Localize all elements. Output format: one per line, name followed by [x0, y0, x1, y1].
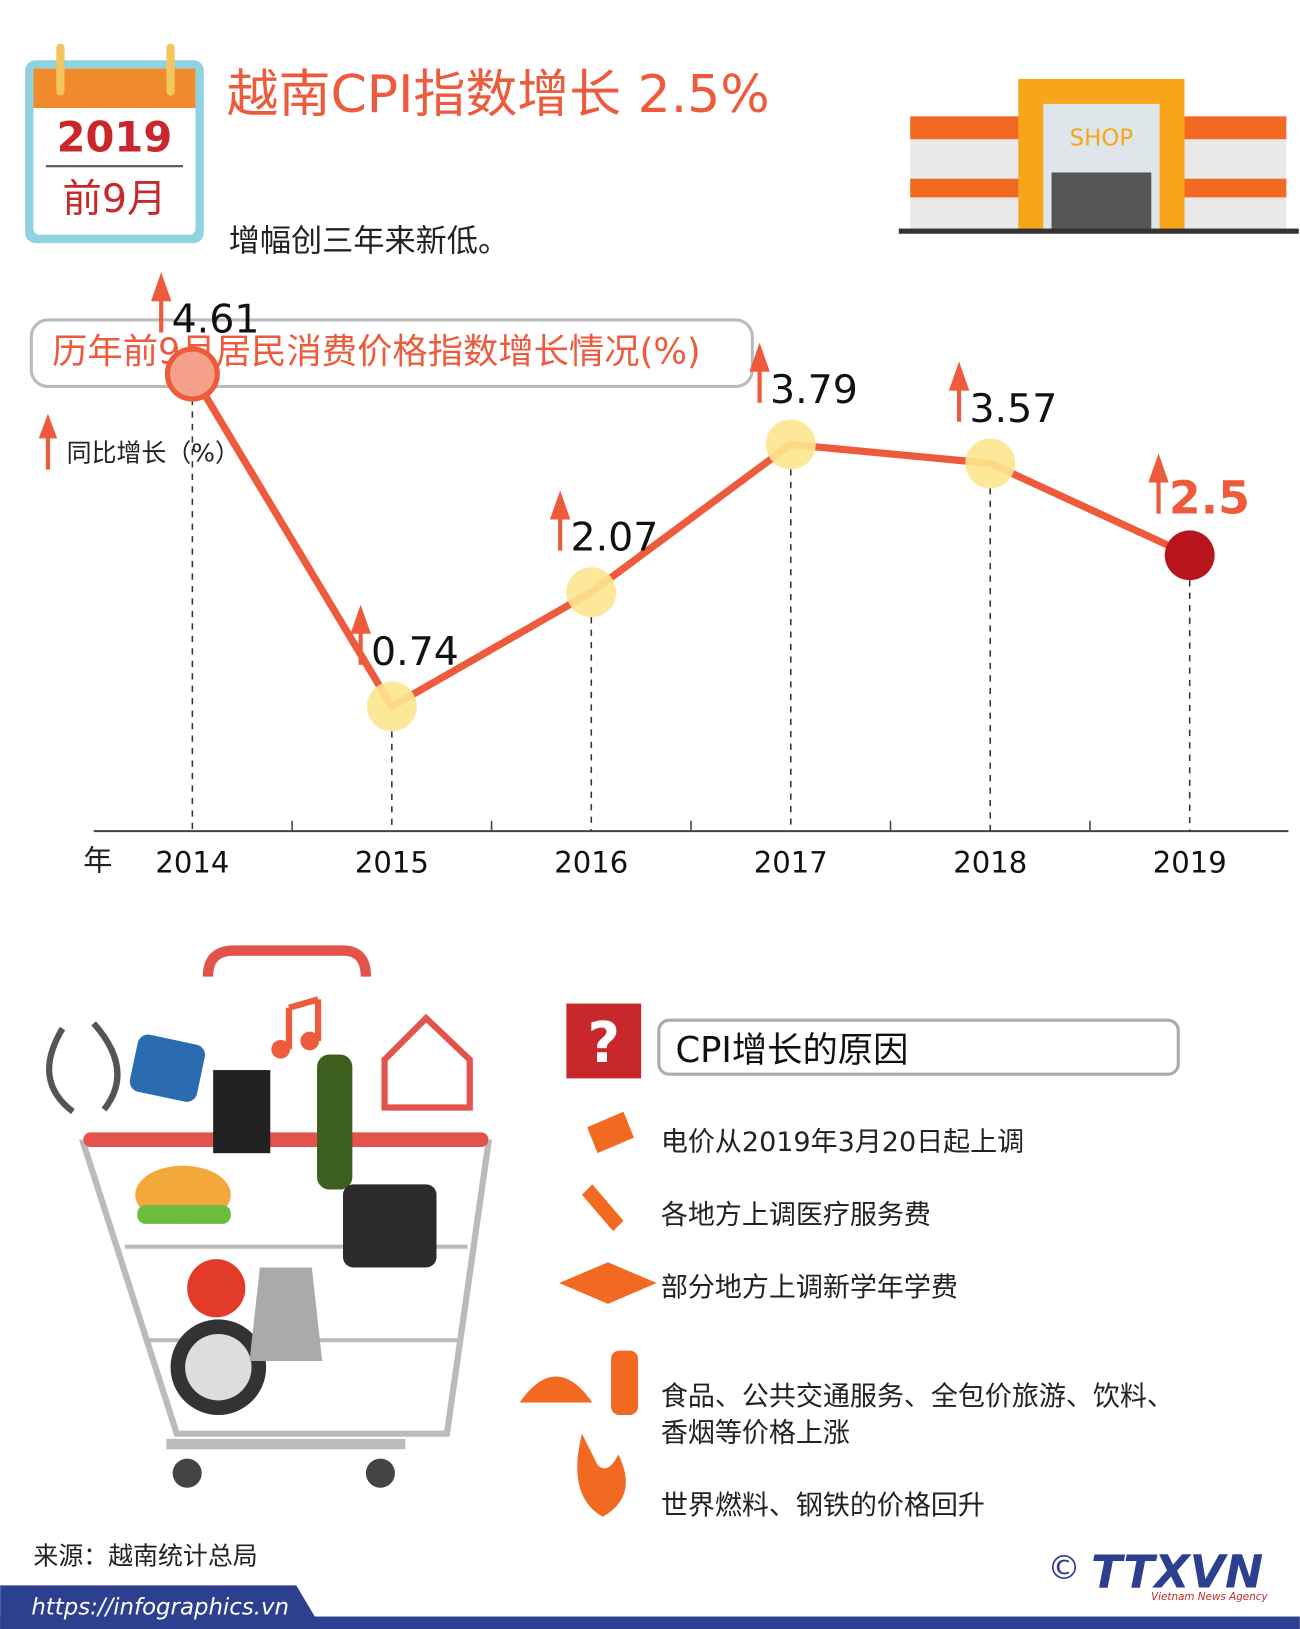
calendar-ring — [166, 43, 175, 96]
reason-icon — [577, 1433, 626, 1517]
value-arrow — [549, 490, 571, 551]
reason-text: 香烟等价格上涨 — [661, 1418, 850, 1449]
reason-icon — [559, 1262, 657, 1304]
point — [164, 346, 220, 402]
calendar-body — [33, 68, 196, 235]
value-label: 3.57 — [969, 386, 1057, 432]
x-tick-label: 2014 — [155, 846, 229, 880]
calendar-month: 前9月 — [62, 176, 166, 222]
shop-illustration: SHOP — [898, 78, 1299, 234]
x-tick-label: 2015 — [355, 846, 429, 880]
reason-icon — [581, 1184, 624, 1232]
logo: TTXVN — [1091, 1545, 1263, 1598]
value-arrow — [749, 342, 770, 403]
y-label-arrow — [38, 413, 58, 470]
reason-icon — [611, 1350, 639, 1415]
calendar-year: 2019 — [57, 113, 173, 162]
url: https://infographics.vn — [31, 1594, 289, 1620]
reasons-title-box — [657, 1018, 1180, 1076]
x-tick-label: 2018 — [953, 846, 1027, 880]
value-label: 2.07 — [571, 515, 659, 561]
point — [566, 567, 617, 618]
cart-illustration — [46, 945, 493, 1488]
value-label: 3.79 — [770, 367, 858, 413]
point — [965, 438, 1016, 489]
reason-icon — [519, 1376, 593, 1403]
calendar-ring — [56, 43, 65, 96]
shop-sign: SHOP — [1070, 125, 1133, 151]
value-arrow — [150, 272, 172, 333]
subtitle: 增幅创三年来新低。 — [229, 223, 509, 259]
reason-text: 食品、公共交通服务、全包价旅游、饮料、 — [661, 1382, 1174, 1413]
question-mark: ? — [587, 1011, 620, 1076]
source: 来源：越南统计总局 — [33, 1542, 257, 1571]
title: 越南CPI指数增长 2.5% — [227, 65, 770, 125]
point — [1164, 530, 1215, 581]
value-arrow — [948, 361, 970, 422]
point — [366, 681, 417, 732]
y-axis-label: 同比增长（%） — [67, 438, 240, 467]
value-label: 4.61 — [172, 296, 260, 342]
reason-icon — [587, 1111, 634, 1154]
reason-text: 各地方上调医疗服务费 — [661, 1200, 931, 1231]
x-tick-label: 2016 — [554, 846, 628, 880]
reasons-title: CPI增长的原因 — [675, 1030, 908, 1071]
value-label: 0.74 — [371, 629, 459, 675]
value-label: 2.5 — [1169, 472, 1250, 525]
footer-band — [0, 1616, 1300, 1629]
x-axis-label: 年 — [83, 844, 112, 878]
reason-text: 世界燃料、钢铁的价格回升 — [661, 1491, 985, 1522]
copyright: © — [1047, 1548, 1080, 1587]
value-arrow — [1148, 453, 1169, 514]
reason-text: 电价从2019年3月20日起上调 — [661, 1127, 1024, 1158]
chart-title: 历年前9月居民消费价格指数增长情况(%) — [52, 332, 701, 373]
point — [765, 419, 816, 470]
x-tick-label: 2019 — [1153, 846, 1227, 880]
reason-text: 部分地方上调新学年学费 — [661, 1273, 958, 1304]
value-arrow — [350, 604, 371, 665]
x-tick-label: 2017 — [754, 846, 828, 880]
question-icon — [566, 1003, 642, 1079]
logo-sub: Vietnam News Agency — [1151, 1591, 1268, 1603]
